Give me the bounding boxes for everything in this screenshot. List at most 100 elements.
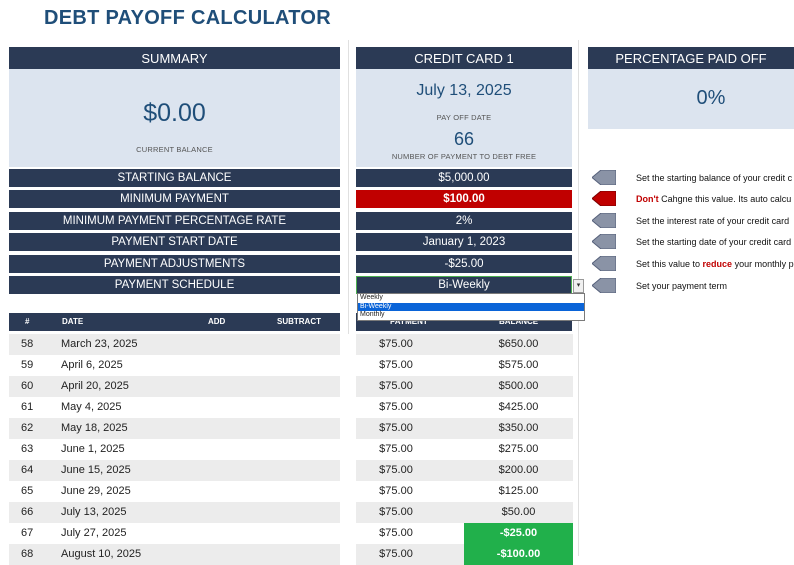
left-arrow-icon [592,191,616,206]
payment-adjustments-label: PAYMENT ADJUSTMENTS [9,255,340,273]
cell-balance: $575.00 [498,359,539,371]
table-row: 60 April 20, 2025 $75.00 $500.00 [9,376,573,397]
credit-card-header: CREDIT CARD 1 [356,47,572,69]
current-balance-caption: CURRENT BALANCE [136,145,213,154]
percent-paid-header: PERCENTAGE PAID OFF [588,47,794,69]
cell-balance: $350.00 [498,422,539,434]
col-add-header: ADD [208,317,226,326]
note-adjustments: Set this value to reduce your monthly p [636,259,794,269]
table-row: 68 August 10, 2025 $75.00 -$100.00 [9,544,573,565]
table-row: 66 July 13, 2025 $75.00 $50.00 [9,502,573,523]
left-arrow-icon [592,234,616,249]
cell-num: 61 [21,401,34,413]
note-minimum-payment: Don't Cahgne this value. Its auto calcu [636,194,792,204]
current-balance: $0.00 [143,99,206,127]
summary-header: SUMMARY [9,47,340,69]
payoff-date-caption: PAY OFF DATE [436,113,492,122]
cell-balance: $425.00 [498,401,539,413]
dropdown-arrow-icon[interactable]: ▾ [573,279,584,293]
cell-date: July 13, 2025 [61,506,127,518]
cell-payment: $75.00 [379,401,413,413]
note-starting-balance: Set the starting balance of your credit … [636,173,793,183]
cell-balance: $650.00 [498,338,539,350]
cell-num: 66 [21,506,34,518]
cell-date: May 4, 2025 [61,401,122,413]
payment-schedule-label: PAYMENT SCHEDULE [9,276,340,294]
dropdown-option[interactable]: Monthly [360,311,385,318]
col-date-header: DATE [62,317,84,326]
note-interest-rate: Set the interest rate of your credit car… [636,216,790,226]
cell-date: May 18, 2025 [61,422,128,434]
cell-num: 68 [21,548,34,560]
cell-payment: $75.00 [379,359,413,371]
table-row: 63 June 1, 2025 $75.00 $275.00 [9,439,573,460]
cell-date: June 1, 2025 [61,443,125,455]
cell-date: June 29, 2025 [61,485,131,497]
table-row: 65 June 29, 2025 $75.00 $125.00 [9,481,573,502]
left-arrow-icon [592,213,616,228]
schedule-dropdown-list[interactable]: Weekly Bi-Weekly Monthly [357,293,585,321]
minimum-payment-label: MINIMUM PAYMENT [9,190,340,208]
starting-balance-input[interactable]: $5,000.00 [356,169,572,187]
cell-payment: $75.00 [379,338,413,350]
cell-balance: $50.00 [501,506,536,518]
left-arrow-icon [592,170,616,185]
note-payment-term: Set your payment term [636,281,728,291]
page-title: DEBT PAYOFF CALCULATOR [44,7,331,29]
cell-balance: $275.00 [498,443,539,455]
left-arrow-icon [592,256,616,271]
cell-balance: -$25.00 [464,523,573,544]
col-num-header: # [25,317,30,326]
cell-num: 59 [21,359,34,371]
payment-start-date-input[interactable]: January 1, 2023 [356,233,572,251]
cell-date: July 27, 2025 [61,527,127,539]
summary-panel: $0.00 CURRENT BALANCE [9,69,340,167]
note-start-date: Set the starting date of your credit car… [636,237,792,247]
table-header-left: # DATE ADD SUBTRACT [9,313,340,331]
number-of-payments: 66 [453,129,475,149]
col-subtract-header: SUBTRACT [277,317,321,326]
table-column-gap [340,334,356,565]
credit-card-panel: July 13, 2025 PAY OFF DATE 66 NUMBER OF … [356,69,572,167]
cell-date: August 10, 2025 [61,548,142,560]
cell-payment: $75.00 [379,485,413,497]
cell-balance: $125.00 [498,485,539,497]
starting-balance-label: STARTING BALANCE [9,169,340,187]
payment-adjustments-input[interactable]: -$25.00 [356,255,572,273]
cell-payment: $75.00 [379,443,413,455]
number-of-payments-caption: NUMBER OF PAYMENT TO DEBT FREE [391,152,537,161]
payment-schedule-select[interactable]: Bi-Weekly [356,276,572,294]
col-payment-header: PAYMENT [390,317,428,326]
cell-date: June 15, 2025 [61,464,131,476]
min-payment-rate-input[interactable]: 2% [356,212,572,230]
dropdown-option-selected[interactable]: Bi-Weekly [358,302,584,311]
table-row: 64 June 15, 2025 $75.00 $200.00 [9,460,573,481]
cell-date: April 6, 2025 [61,359,123,371]
cell-payment: $75.00 [379,464,413,476]
cell-num: 63 [21,443,34,455]
table-row: 62 May 18, 2025 $75.00 $350.00 [9,418,573,439]
minimum-payment-value: $100.00 [356,190,572,208]
table-row: 67 July 27, 2025 $75.00 -$25.00 [9,523,573,544]
cell-num: 64 [21,464,34,476]
cell-num: 62 [21,422,34,434]
left-arrow-icon [592,278,616,293]
table-row: 59 April 6, 2025 $75.00 $575.00 [9,355,573,376]
table-row: 58 March 23, 2025 $75.00 $650.00 [9,334,573,355]
percent-paid-value: 0% [696,87,726,109]
dropdown-option[interactable]: Weekly [360,294,383,301]
cell-num: 65 [21,485,34,497]
cell-balance: $200.00 [498,464,539,476]
table-row: 61 May 4, 2025 $75.00 $425.00 [9,397,573,418]
cell-balance: -$100.00 [464,544,573,565]
cell-payment: $75.00 [379,380,413,392]
cell-date: March 23, 2025 [61,338,138,350]
cell-num: 58 [21,338,34,350]
cell-date: April 20, 2025 [61,380,129,392]
col-balance-header: BALANCE [499,317,539,326]
min-payment-rate-label: MINIMUM PAYMENT PERCENTAGE RATE [9,212,340,230]
cell-payment: $75.00 [379,422,413,434]
payoff-date: July 13, 2025 [416,82,512,99]
percent-paid-panel: 0% [588,69,794,129]
cell-balance: $500.00 [498,380,539,392]
